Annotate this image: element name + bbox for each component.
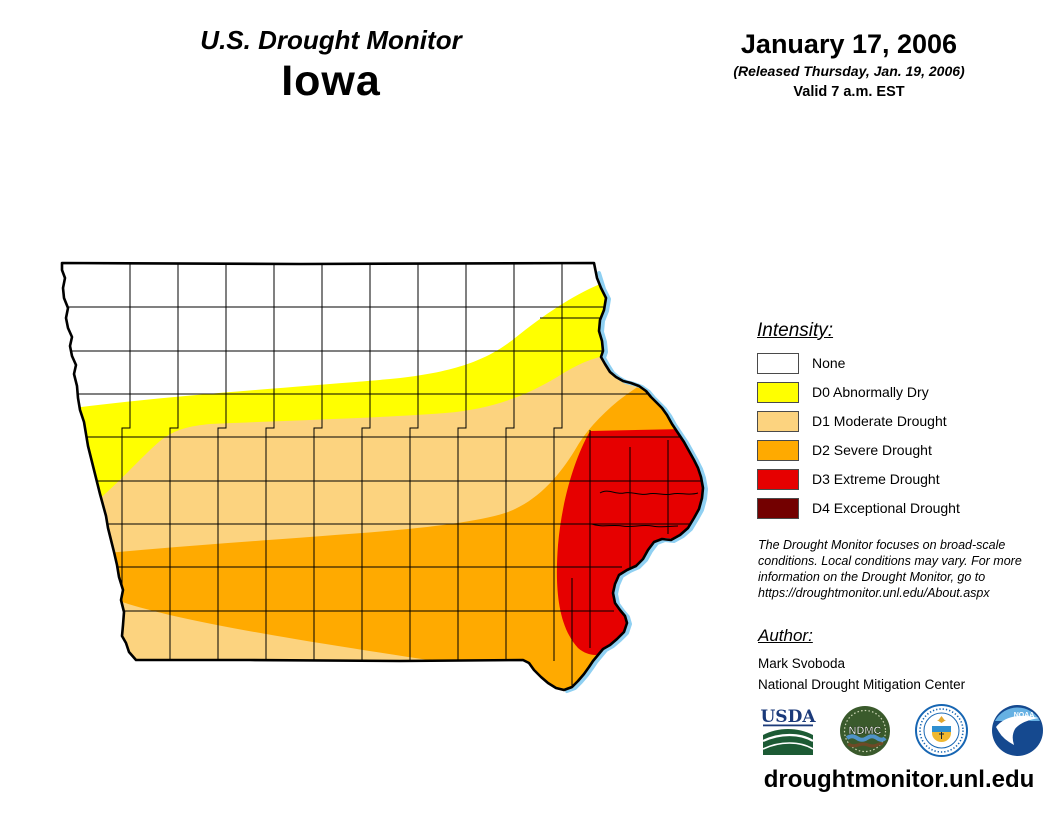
note-line-3: information on the Drought Monitor, go t…: [758, 570, 986, 584]
region-d2-severe-drought: [62, 363, 703, 690]
legend-swatch-d2: [757, 439, 799, 461]
noaa-logo: NOAA: [991, 705, 1043, 756]
legend-label-d0: D0 Abnormally Dry: [812, 384, 929, 400]
legend-row-d3: D3 Extreme Drought: [757, 468, 1047, 490]
note-line-url: https://droughtmonitor.unl.edu/About.asp…: [758, 586, 990, 600]
commerce-seal-logo: [914, 704, 968, 757]
legend-label-d1: D1 Moderate Drought: [812, 413, 947, 429]
legend-row-none: None: [757, 352, 1047, 374]
state-name-title: Iowa: [281, 56, 381, 105]
legend-label-d2: D2 Severe Drought: [812, 442, 932, 458]
legend: Intensity: None D0 Abnormally Dry D1 Mod…: [757, 320, 1047, 527]
legend-swatch-d3: [757, 468, 799, 490]
commerce-ring-text: [918, 708, 964, 753]
legend-row-d4: D4 Exceptional Drought: [757, 497, 1047, 519]
valid-time: Valid 7 a.m. EST: [793, 84, 905, 101]
region-d1-southwest-wedge: [100, 598, 448, 675]
ndmc-ring-text: [844, 709, 887, 752]
legend-label-d4: D4 Exceptional Drought: [812, 500, 960, 516]
legend-swatch-none: [757, 352, 799, 374]
released-date: (Released Thursday, Jan. 19, 2006): [733, 63, 965, 80]
commerce-inner-ring: [923, 712, 960, 749]
usda-logo: USDA: [760, 707, 816, 755]
note-line-2: conditions. Local conditions may vary. F…: [758, 554, 1022, 568]
ndmc-logo: NDMC: [840, 705, 891, 756]
commerce-shield-chief: [931, 726, 951, 732]
legend-label-none: None: [812, 355, 846, 371]
usda-swoosh-1: [762, 733, 814, 742]
legend-swatch-d0: [757, 381, 799, 403]
ndmc-soil-wave: [847, 741, 885, 748]
legend-heading: Intensity:: [757, 320, 834, 341]
noaa-logo-text: NOAA: [1014, 712, 1035, 719]
date-block: January 17, 2006 (Released Thursday, Jan…: [688, 29, 1010, 101]
ndmc-logo-text: NDMC: [849, 725, 882, 737]
usda-field-shape: [763, 728, 813, 755]
legend-row-d0: D0 Abnormally Dry: [757, 381, 1047, 403]
author-name: Mark Svoboda: [758, 656, 846, 671]
usda-swoosh-2: [762, 741, 814, 750]
title-block: U.S. Drought Monitor Iowa: [131, 26, 531, 103]
legend-label-d3: D3 Extreme Drought: [812, 471, 940, 487]
footer-url: droughtmonitor.unl.edu: [763, 766, 1035, 793]
author-heading: Author:: [758, 626, 813, 645]
mississippi-river-line: [565, 271, 708, 693]
author-organization: National Drought Mitigation Center: [758, 677, 966, 692]
legend-swatch-d4: [757, 497, 799, 519]
page-title: U.S. Drought Monitor: [200, 25, 462, 55]
region-d3-extreme-drought: [556, 428, 703, 655]
legend-row-d2: D2 Severe Drought: [757, 439, 1047, 461]
usda-logo-text: USDA: [760, 707, 816, 727]
agency-logo-row: USDA NDMC NOAA: [760, 704, 1044, 757]
state-outline: [60, 261, 705, 692]
map-date: January 17, 2006: [740, 29, 958, 59]
legend-swatch-d1: [757, 410, 799, 432]
noaa-bird: [995, 715, 1039, 745]
commerce-eagle: [936, 716, 946, 723]
county-grid: [62, 263, 703, 690]
ndmc-water-wave: [846, 733, 887, 742]
disclaimer-note: The Drought Monitor focuses on broad-sca…: [758, 537, 1022, 601]
note-line-1: The Drought Monitor focuses on broad-sca…: [758, 538, 1006, 552]
legend-row-d1: D1 Moderate Drought: [757, 410, 1047, 432]
author-block: Author: Mark Svoboda National Drought Mi…: [758, 626, 965, 692]
usda-underline: [763, 724, 813, 726]
commerce-caduceus: [938, 732, 944, 739]
